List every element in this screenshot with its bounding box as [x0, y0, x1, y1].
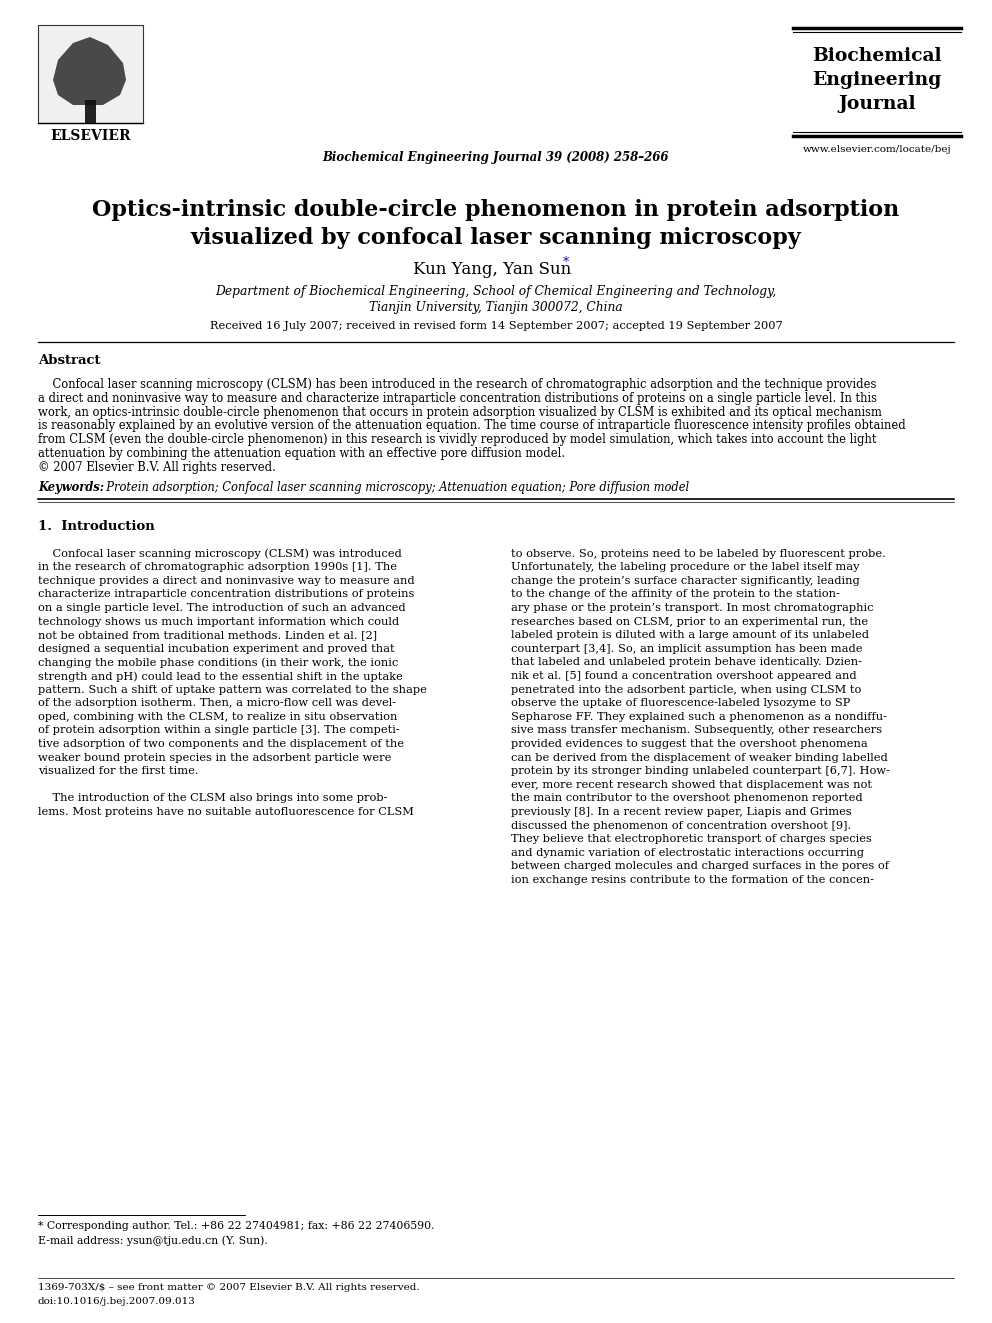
Text: Abstract: Abstract [38, 353, 100, 366]
Text: technology shows us much important information which could: technology shows us much important infor… [38, 617, 399, 627]
Text: technique provides a direct and noninvasive way to measure and: technique provides a direct and noninvas… [38, 576, 415, 586]
Text: Department of Biochemical Engineering, School of Chemical Engineering and Techno: Department of Biochemical Engineering, S… [215, 286, 777, 299]
Text: and dynamic variation of electrostatic interactions occurring: and dynamic variation of electrostatic i… [511, 848, 864, 857]
Text: doi:10.1016/j.bej.2007.09.013: doi:10.1016/j.bej.2007.09.013 [38, 1297, 195, 1306]
Text: pattern. Such a shift of uptake pattern was correlated to the shape: pattern. Such a shift of uptake pattern … [38, 684, 427, 695]
Text: of protein adsorption within a single particle [3]. The competi-: of protein adsorption within a single pa… [38, 725, 400, 736]
Text: Kun Yang, Yan Sun: Kun Yang, Yan Sun [413, 262, 571, 279]
Text: nik et al. [5] found a concentration overshoot appeared and: nik et al. [5] found a concentration ove… [511, 671, 857, 681]
Text: attenuation by combining the attenuation equation with an effective pore diffusi: attenuation by combining the attenuation… [38, 447, 565, 460]
Text: ion exchange resins contribute to the formation of the concen-: ion exchange resins contribute to the fo… [511, 875, 874, 885]
Text: not be obtained from traditional methods. Linden et al. [2]: not be obtained from traditional methods… [38, 630, 377, 640]
Text: ELSEVIER: ELSEVIER [51, 130, 131, 143]
Text: Confocal laser scanning microscopy (CLSM) has been introduced in the research of: Confocal laser scanning microscopy (CLSM… [38, 378, 876, 392]
Text: provided evidences to suggest that the overshoot phenomena: provided evidences to suggest that the o… [511, 740, 868, 749]
Text: weaker bound protein species in the adsorbent particle were: weaker bound protein species in the adso… [38, 753, 392, 762]
Text: ary phase or the protein’s transport. In most chromatographic: ary phase or the protein’s transport. In… [511, 603, 874, 613]
Text: to the change of the affinity of the protein to the station-: to the change of the affinity of the pro… [511, 590, 840, 599]
Text: strength and pH) could lead to the essential shift in the uptake: strength and pH) could lead to the essen… [38, 671, 403, 681]
Text: visualized for the first time.: visualized for the first time. [38, 766, 198, 777]
Text: oped, combining with the CLSM, to realize in situ observation: oped, combining with the CLSM, to realiz… [38, 712, 398, 722]
Text: can be derived from the displacement of weaker binding labelled: can be derived from the displacement of … [511, 753, 888, 762]
Text: * Corresponding author. Tel.: +86 22 27404981; fax: +86 22 27406590.: * Corresponding author. Tel.: +86 22 274… [38, 1221, 434, 1230]
Text: ever, more recent research showed that displacement was not: ever, more recent research showed that d… [511, 779, 872, 790]
Text: www.elsevier.com/locate/bej: www.elsevier.com/locate/bej [803, 144, 951, 153]
Text: discussed the phenomenon of concentration overshoot [9].: discussed the phenomenon of concentratio… [511, 820, 851, 831]
Polygon shape [85, 101, 96, 123]
Text: protein by its stronger binding unlabeled counterpart [6,7]. How-: protein by its stronger binding unlabele… [511, 766, 890, 777]
Text: Unfortunately, the labeling procedure or the label itself may: Unfortunately, the labeling procedure or… [511, 562, 859, 573]
Text: from CLSM (even the double-circle phenomenon) in this research is vividly reprod: from CLSM (even the double-circle phenom… [38, 433, 877, 446]
Text: Confocal laser scanning microscopy (CLSM) was introduced: Confocal laser scanning microscopy (CLSM… [38, 549, 402, 560]
Text: between charged molecules and charged surfaces in the pores of: between charged molecules and charged su… [511, 861, 889, 872]
Text: labeled protein is diluted with a large amount of its unlabeled: labeled protein is diluted with a large … [511, 630, 869, 640]
Text: 1369-703X/$ – see front matter © 2007 Elsevier B.V. All rights reserved.: 1369-703X/$ – see front matter © 2007 El… [38, 1283, 420, 1293]
Text: changing the mobile phase conditions (in their work, the ionic: changing the mobile phase conditions (in… [38, 658, 398, 668]
Text: *: * [563, 257, 569, 270]
Text: Tianjin University, Tianjin 300072, China: Tianjin University, Tianjin 300072, Chin… [369, 300, 623, 314]
Text: previously [8]. In a recent review paper, Liapis and Grimes: previously [8]. In a recent review paper… [511, 807, 852, 818]
Text: 1.  Introduction: 1. Introduction [38, 520, 155, 533]
Text: to observe. So, proteins need to be labeled by fluorescent probe.: to observe. So, proteins need to be labe… [511, 549, 886, 558]
Text: E-mail address: ysun@tju.edu.cn (Y. Sun).: E-mail address: ysun@tju.edu.cn (Y. Sun)… [38, 1234, 268, 1245]
Text: tive adsorption of two components and the displacement of the: tive adsorption of two components and th… [38, 740, 404, 749]
Text: sive mass transfer mechanism. Subsequently, other researchers: sive mass transfer mechanism. Subsequent… [511, 725, 882, 736]
Text: Sepharose FF. They explained such a phenomenon as a nondiffu-: Sepharose FF. They explained such a phen… [511, 712, 887, 722]
Text: designed a sequential incubation experiment and proved that: designed a sequential incubation experim… [38, 644, 395, 654]
Text: They believe that electrophoretic transport of charges species: They believe that electrophoretic transp… [511, 835, 872, 844]
Text: Optics-intrinsic double-circle phenomenon in protein adsorption: Optics-intrinsic double-circle phenomeno… [92, 198, 900, 221]
Text: penetrated into the adsorbent particle, when using CLSM to: penetrated into the adsorbent particle, … [511, 684, 861, 695]
Text: on a single particle level. The introduction of such an advanced: on a single particle level. The introduc… [38, 603, 406, 613]
Text: the main contributor to the overshoot phenomenon reported: the main contributor to the overshoot ph… [511, 794, 863, 803]
Text: The introduction of the CLSM also brings into some prob-: The introduction of the CLSM also brings… [38, 794, 388, 803]
Text: Received 16 July 2007; received in revised form 14 September 2007; accepted 19 S: Received 16 July 2007; received in revis… [209, 321, 783, 331]
Text: Biochemical Engineering Journal 39 (2008) 258–266: Biochemical Engineering Journal 39 (2008… [322, 152, 670, 164]
FancyBboxPatch shape [38, 25, 143, 123]
Text: researches based on CLSM, prior to an experimental run, the: researches based on CLSM, prior to an ex… [511, 617, 868, 627]
Text: change the protein’s surface character significantly, leading: change the protein’s surface character s… [511, 576, 860, 586]
Polygon shape [53, 37, 126, 105]
Text: Protein adsorption; Confocal laser scanning microscopy; Attenuation equation; Po: Protein adsorption; Confocal laser scann… [99, 480, 689, 493]
Text: is reasonably explained by an evolutive version of the attenuation equation. The: is reasonably explained by an evolutive … [38, 419, 906, 433]
Text: counterpart [3,4]. So, an implicit assumption has been made: counterpart [3,4]. So, an implicit assum… [511, 644, 862, 654]
Text: visualized by confocal laser scanning microscopy: visualized by confocal laser scanning mi… [190, 228, 802, 249]
Text: © 2007 Elsevier B.V. All rights reserved.: © 2007 Elsevier B.V. All rights reserved… [38, 460, 276, 474]
Text: Keywords:: Keywords: [38, 480, 104, 493]
Text: work, an optics-intrinsic double-circle phenomenon that occurs in protein adsorp: work, an optics-intrinsic double-circle … [38, 406, 882, 418]
Text: of the adsorption isotherm. Then, a micro-flow cell was devel-: of the adsorption isotherm. Then, a micr… [38, 699, 396, 708]
Text: characterize intraparticle concentration distributions of proteins: characterize intraparticle concentration… [38, 590, 415, 599]
Text: that labeled and unlabeled protein behave identically. Dzien-: that labeled and unlabeled protein behav… [511, 658, 862, 667]
Text: lems. Most proteins have no suitable autofluorescence for CLSM: lems. Most proteins have no suitable aut… [38, 807, 414, 818]
Text: in the research of chromatographic adsorption 1990s [1]. The: in the research of chromatographic adsor… [38, 562, 397, 573]
Text: observe the uptake of fluorescence-labeled lysozyme to SP: observe the uptake of fluorescence-label… [511, 699, 850, 708]
Text: Biochemical
Engineering
Journal: Biochemical Engineering Journal [812, 46, 941, 114]
Text: a direct and noninvasive way to measure and characterize intraparticle concentra: a direct and noninvasive way to measure … [38, 392, 877, 405]
